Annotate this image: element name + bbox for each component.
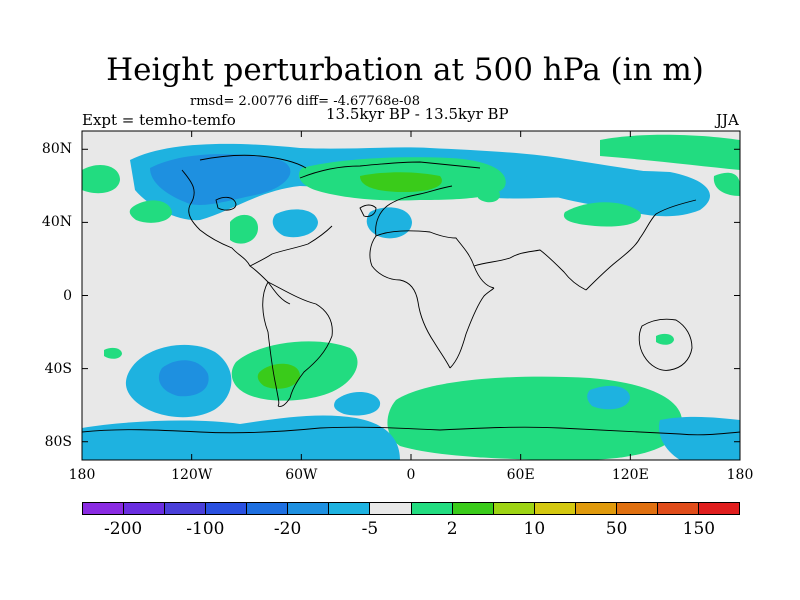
lat-label: 40N — [41, 214, 72, 231]
colorbar — [82, 502, 740, 515]
anomaly-region-east-asia-positive — [563, 202, 641, 227]
lat-label: 80S — [44, 433, 72, 450]
stats-label: rmsd= 2.00776 diff= -4.67768e-08 — [190, 94, 420, 109]
lat-label: 40S — [44, 360, 72, 377]
colorbar-label: 2 — [446, 519, 458, 539]
colorbar-box — [575, 503, 617, 514]
axis-ticks — [81, 131, 741, 460]
lon-label: 60W — [285, 467, 318, 483]
colorbar-label: 10 — [523, 519, 546, 539]
anomaly-region-northeast-america-negative — [272, 209, 318, 238]
anomaly-region-south-atlantic-negative — [334, 391, 381, 416]
colorbar-box — [206, 503, 248, 514]
colorbar-box — [370, 503, 412, 514]
figure-title: Height perturbation at 500 hPa (in m) — [106, 52, 704, 88]
lat-label: 0 — [63, 287, 72, 304]
colorbar-box — [165, 503, 207, 514]
anomaly-region-arctic-positive-west — [82, 165, 120, 194]
anomaly-region-north-america-positive — [230, 214, 258, 244]
anomaly-region-south-america-core — [257, 363, 300, 389]
season-label: JJA — [716, 111, 739, 129]
anomaly-region-australia-positive-small — [656, 333, 674, 345]
lon-label: 180 — [68, 467, 96, 483]
anomaly-region-europe-core — [360, 172, 442, 192]
anomaly-region-canada-negative — [150, 154, 291, 205]
colorbar-label: -200 — [104, 519, 143, 539]
colorbar-box — [616, 503, 658, 514]
lon-label: 0 — [406, 467, 416, 483]
colorbar-box — [124, 503, 166, 514]
colorbar-box — [83, 503, 125, 514]
colorbar-label: 150 — [682, 519, 716, 539]
colorbar-box — [411, 503, 453, 514]
colorbar-label: 50 — [605, 519, 628, 539]
anomaly-region-antarctic-positive-small — [409, 410, 440, 426]
colorbar-label: -5 — [361, 519, 379, 539]
coastlines — [82, 154, 740, 436]
anomaly-region-indian-ocean-negative — [587, 385, 630, 410]
experiment-label: Expt = temho-temfo — [82, 111, 236, 129]
lon-label: 120E — [611, 467, 649, 483]
colorbar-label: -100 — [186, 519, 225, 539]
colorbar-label: -20 — [273, 519, 302, 539]
anomaly-region-northeast-asia-negative — [520, 170, 710, 217]
anomaly-region-south-pacific-small-positive — [104, 347, 122, 359]
colorbar-box — [452, 503, 494, 514]
anomaly-region-antarctic-negative-east — [658, 416, 740, 460]
anomaly-region-siberia-positive — [478, 186, 500, 203]
lon-label: 180 — [726, 467, 754, 483]
colorbar-box — [657, 503, 699, 514]
lon-label: 120W — [171, 467, 213, 483]
colorbar-box — [698, 503, 739, 514]
lon-label: 60E — [506, 467, 535, 483]
lat-label: 80N — [41, 141, 72, 158]
colorbar-box — [247, 503, 289, 514]
anomaly-region-antarctic-negative-west — [82, 415, 400, 460]
anomaly-region-south-pacific-core — [158, 360, 209, 397]
anomaly-region-pacific-positive — [600, 134, 740, 170]
period-label: 13.5kyr BP - 13.5kyr BP — [326, 105, 509, 123]
anomaly-region-arctic-positive-east — [713, 172, 740, 196]
colorbar-box — [329, 503, 371, 514]
colorbar-box — [534, 503, 576, 514]
anomaly-region-pacific-west-positive — [129, 200, 172, 223]
colorbar-box — [493, 503, 535, 514]
colorbar-box — [288, 503, 330, 514]
